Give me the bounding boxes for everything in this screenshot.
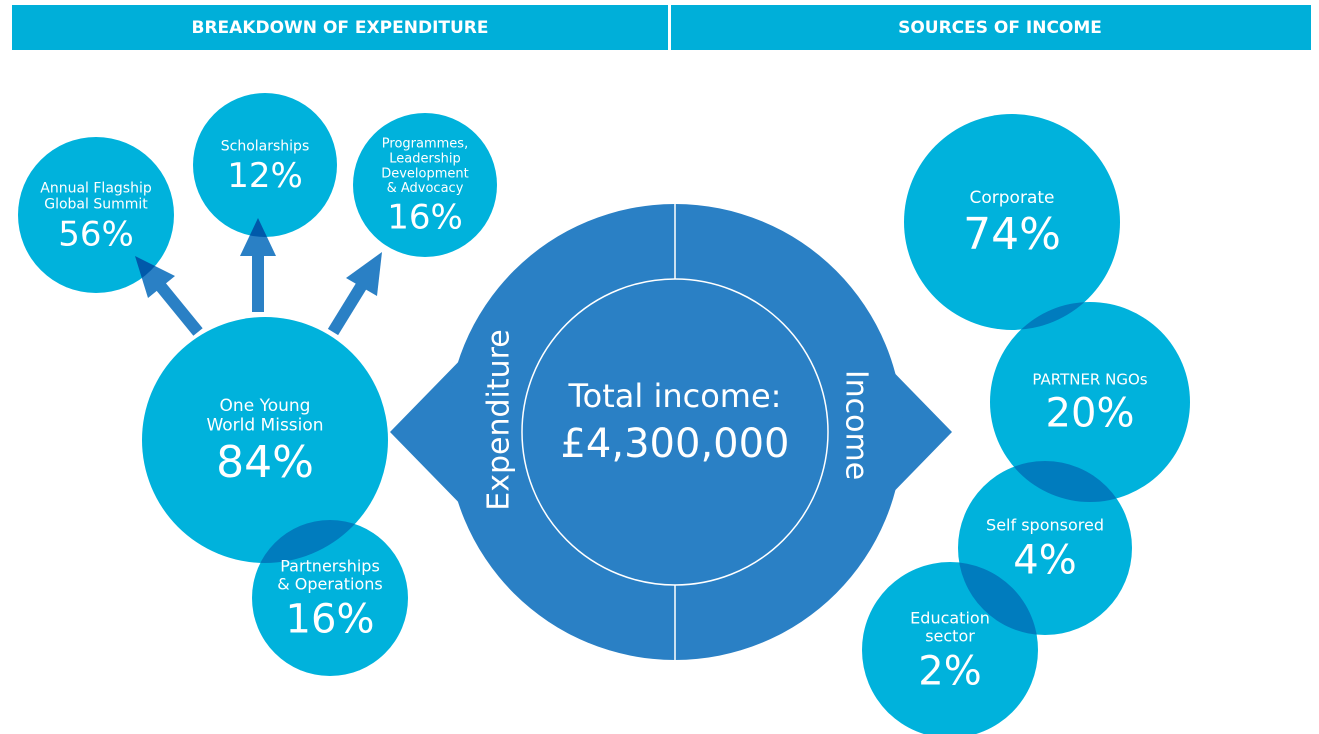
arrow xyxy=(327,276,371,336)
bubble-percent: 56% xyxy=(58,214,134,254)
bubble xyxy=(193,93,337,237)
arrowhead xyxy=(346,252,382,296)
bubble xyxy=(990,302,1190,502)
inner-circle xyxy=(521,278,829,586)
bubble-percent: 4% xyxy=(1013,537,1076,583)
arrow xyxy=(153,279,203,336)
bubble xyxy=(904,114,1120,330)
header-left: BREAKDOWN OF EXPENDITURE xyxy=(192,18,489,38)
bubble xyxy=(862,562,1038,734)
bubble xyxy=(18,137,174,293)
bubble-label: Global Summit xyxy=(44,196,148,212)
bubble-percent: 84% xyxy=(216,437,314,488)
center-graphic: Total income: £4,300,000 Expenditure Inc… xyxy=(390,204,952,660)
arrowhead xyxy=(240,218,276,256)
bubble-label: Leadership xyxy=(389,151,460,166)
bubble-percent: 2% xyxy=(918,649,981,695)
bubble xyxy=(353,113,497,257)
bubble-label: Annual Flagship xyxy=(40,180,152,196)
bubble xyxy=(252,520,408,676)
header-right-bar xyxy=(671,5,1311,50)
bubble-percent: 16% xyxy=(387,197,463,237)
bubble-label: Corporate xyxy=(970,188,1055,208)
bubble-label: Partnerships xyxy=(280,556,380,575)
left-pointer xyxy=(390,350,470,514)
bubble-label: One Young xyxy=(220,396,311,416)
bubble-label: & Operations xyxy=(277,575,383,594)
center-title: Total income: xyxy=(568,377,782,415)
bubble xyxy=(142,317,388,563)
expenditure-label: Expenditure xyxy=(482,329,517,511)
bubble-label: sector xyxy=(925,627,975,646)
bubble-label: Development xyxy=(381,166,469,181)
bubble-label: World Mission xyxy=(206,416,323,436)
bubble-percent: 16% xyxy=(286,597,375,643)
header-left-bar xyxy=(12,5,668,50)
bubble-label: Programmes, xyxy=(382,136,468,151)
bubble-percent: 74% xyxy=(963,209,1061,260)
bubble-percent: 12% xyxy=(227,156,303,196)
bubble-label: Scholarships xyxy=(221,138,309,154)
arrows xyxy=(135,218,382,336)
bubble-label: Education xyxy=(910,608,990,627)
header-right: SOURCES OF INCOME xyxy=(898,18,1102,38)
bubble-label: Self sponsored xyxy=(986,516,1104,535)
income-label: Income xyxy=(839,370,874,480)
bubble-label: & Advocacy xyxy=(387,181,464,196)
center-total: £4,300,000 xyxy=(560,421,789,467)
bubble-percent: 20% xyxy=(1046,390,1135,436)
bubbles xyxy=(18,93,1190,734)
bubble-label: PARTNER NGOs xyxy=(1032,371,1147,389)
